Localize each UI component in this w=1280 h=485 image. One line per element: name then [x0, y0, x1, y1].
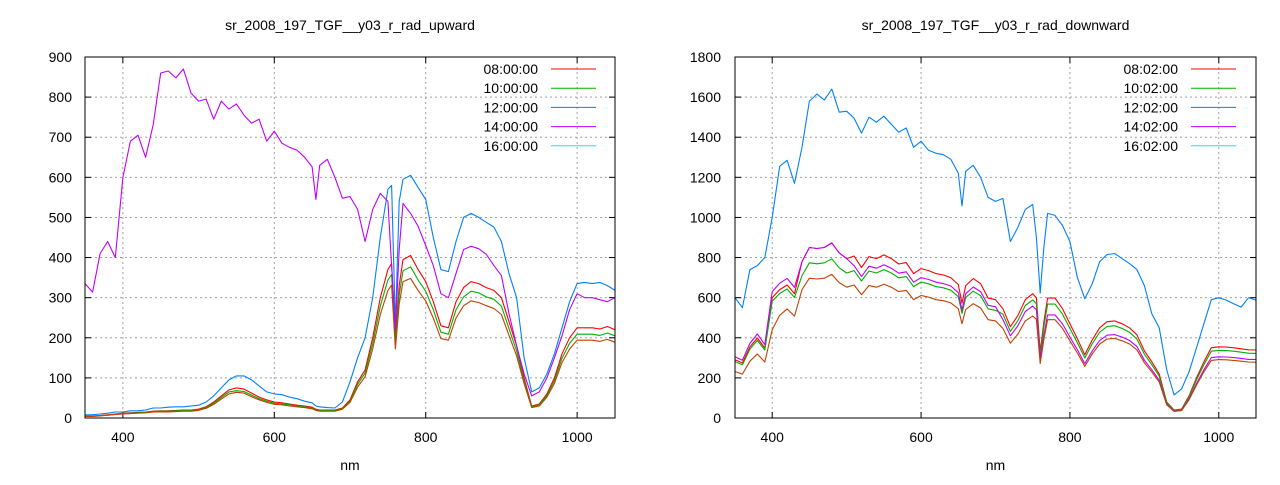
y-tick-label: 200: [698, 370, 722, 386]
series-line-08-00-00: [85, 254, 616, 417]
y-tick-label: 700: [49, 129, 73, 145]
x-tick-label: 600: [909, 429, 933, 445]
series-line-12-02-00: [734, 88, 1257, 396]
series-line-10-02-00: [734, 258, 1257, 411]
y-tick-label: 800: [698, 250, 722, 266]
legend-label: 14:00:00: [484, 119, 539, 135]
plot-border: [84, 56, 616, 419]
y-tick-label: 1800: [690, 49, 721, 65]
series-line-14-00-00: [84, 68, 616, 397]
y-tick-label: 1600: [690, 89, 721, 105]
y-tick-label: 100: [49, 370, 73, 386]
series-line-14-02-00: [734, 242, 1256, 412]
y-tick-label: 300: [49, 290, 73, 306]
legend-label: 16:02:00: [1124, 138, 1179, 154]
series-line-08-02-00: [734, 242, 1257, 411]
x-tick-label: 600: [263, 429, 287, 445]
series-line-16-02-00: [734, 273, 1257, 412]
y-tick-label: 800: [49, 89, 73, 105]
y-tick-label: 400: [698, 330, 722, 346]
legend-label: 16:00:00: [484, 138, 539, 154]
series-line-12-00-00: [85, 174, 616, 416]
x-tick-label: 400: [111, 429, 135, 445]
y-tick-label: 400: [49, 250, 73, 266]
plot-border: [734, 56, 1257, 419]
chart-upward: 0 100 200 300 400 500 600 700 800 900 400 600 800 100…: [49, 17, 616, 473]
y-tick-label: 600: [698, 290, 722, 306]
y-tick-label: 900: [49, 49, 73, 65]
legend-label: 14:02:00: [1124, 119, 1179, 135]
y-tick-label: 1200: [690, 169, 721, 185]
y-tick-label: 0: [713, 410, 721, 426]
legend-label: 08:02:00: [1124, 61, 1179, 77]
y-tick-label: 0: [64, 410, 72, 426]
legend-label: 10:02:00: [1124, 80, 1179, 96]
y-tick-label: 1400: [690, 129, 721, 145]
series-line-16-00-00: [85, 277, 616, 417]
y-tick-label: 200: [49, 330, 73, 346]
x-tick-label: 800: [1058, 429, 1082, 445]
x-tick-label: 400: [761, 429, 785, 445]
series-line-10-00-00: [85, 266, 616, 417]
legend-label: 12:00:00: [484, 99, 539, 115]
y-tick-label: 600: [49, 169, 73, 185]
x-axis-label: nm: [340, 457, 359, 473]
x-tick-label: 800: [414, 429, 438, 445]
legend-label: 08:00:00: [484, 61, 539, 77]
chart-title: sr_2008_197_TGF__y03_r_rad_upward: [225, 17, 475, 33]
y-tick-label: 500: [49, 209, 73, 225]
x-tick-label: 1000: [562, 429, 593, 445]
chart-downward: 0 200 400 600 800 1000 1200 1400 1600 1800 400 600 8…: [690, 17, 1257, 473]
x-tick-label: 1000: [1203, 429, 1234, 445]
x-axis-label: nm: [986, 457, 1005, 473]
legend-label: 10:00:00: [484, 80, 539, 96]
chart-title: sr_2008_197_TGF__y03_r_rad_downward: [862, 17, 1130, 33]
y-tick-label: 1000: [690, 209, 721, 225]
legend-label: 12:02:00: [1124, 99, 1179, 115]
